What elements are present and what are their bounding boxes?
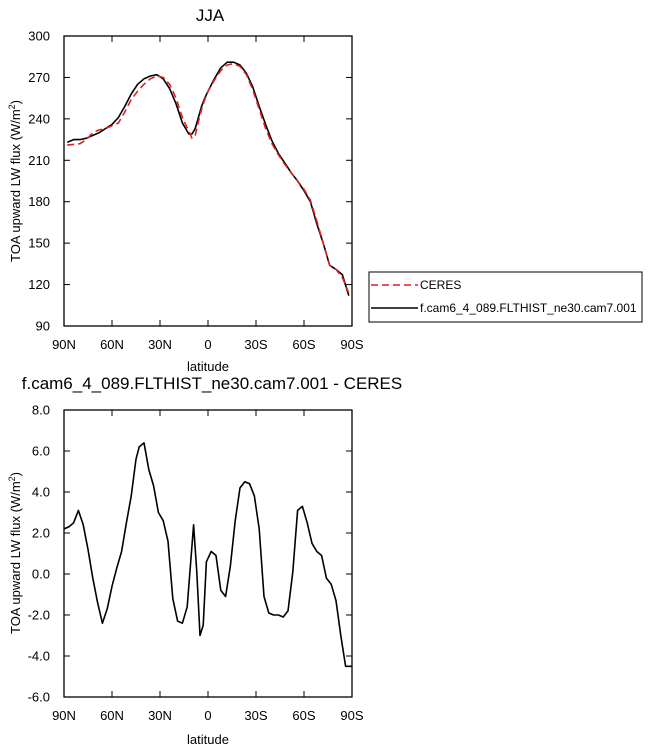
bottom-x-tick-label: 30S — [244, 708, 267, 723]
top-y-tick-label: 300 — [28, 29, 50, 44]
top-x-tick-label: 60N — [100, 337, 124, 352]
bottom-x-tick-label: 90S — [340, 708, 363, 723]
bottom-series-group — [63, 441, 352, 668]
legend-label-model: f.cam6_4_089.FLTHIST_ne30.cam7.001 — [420, 301, 637, 315]
legend: CERES f.cam6_4_089.FLTHIST_ne30.cam7.001 — [368, 271, 643, 323]
top-series-group — [66, 61, 350, 296]
top-y-axis-label: TOA upward LW flux (W/m2) — [7, 100, 23, 262]
top-y-tick-label: 180 — [28, 194, 50, 209]
top-x-tick-label: 30S — [244, 337, 267, 352]
bottom-y-tick-label: 4.0 — [32, 485, 50, 500]
top-x-tick-label: 30N — [148, 337, 172, 352]
top-x-axis-label: latitude — [187, 359, 229, 374]
top-y-tick-label: 120 — [28, 277, 50, 292]
bottom-x-axis-label: latitude — [187, 732, 229, 747]
bottom-y-tick-label: 2.0 — [32, 526, 50, 541]
bottom-y-axis-label: TOA upward LW flux (W/m2) — [7, 472, 23, 634]
bottom-tick-group: 90N 60N 30N 0 30S 60S 90S -6.0 -4.0 -2.0 0.0 2.0 4.0… — [28, 403, 364, 724]
top-chart: JJA latitude TOA upward LW flux (W/m2) 9… — [7, 6, 364, 374]
bottom-chart: f.cam6_4_089.FLTHIST_ne30.cam7.001 - CER… — [7, 374, 402, 747]
top-tick-group: 90N 60N 30N 0 30S 60S 90S 90 120 150 180 210 240 270 3… — [28, 29, 364, 353]
top-plot-frame — [63, 35, 353, 327]
bottom-x-tick-label: 60S — [292, 708, 315, 723]
bottom-y-tick-label: -6.0 — [28, 690, 50, 705]
bottom-y-tick-label: 8.0 — [32, 403, 50, 418]
top-y-tick-label: 90 — [36, 319, 50, 334]
bottom-x-tick-label: 60N — [100, 708, 124, 723]
top-series-line-1 — [66, 61, 350, 296]
bottom-x-tick-label: 90N — [52, 708, 76, 723]
top-x-tick-label: 0 — [204, 337, 211, 352]
top-y-tick-label: 240 — [28, 111, 50, 126]
top-x-tick-label: 60S — [292, 337, 315, 352]
top-y-tick-label: 150 — [28, 236, 50, 251]
legend-label-ceres: CERES — [420, 278, 461, 292]
top-chart-title: JJA — [196, 6, 225, 25]
bottom-x-tick-label: 0 — [204, 708, 211, 723]
bottom-y-tick-label: -2.0 — [28, 608, 50, 623]
bottom-plot-frame — [63, 409, 353, 698]
top-x-tick-label: 90N — [52, 337, 76, 352]
bottom-series-line-0 — [63, 441, 352, 668]
bottom-x-tick-label: 30N — [148, 708, 172, 723]
bottom-chart-title: f.cam6_4_089.FLTHIST_ne30.cam7.001 - CER… — [22, 374, 402, 393]
top-x-tick-label: 90S — [340, 337, 363, 352]
bottom-y-tick-label: 0.0 — [32, 567, 50, 582]
bottom-y-tick-label: -4.0 — [28, 649, 50, 664]
top-y-tick-label: 210 — [28, 153, 50, 168]
bottom-y-tick-label: 6.0 — [32, 444, 50, 459]
legend-box — [368, 271, 643, 323]
top-series-line-0 — [67, 62, 350, 294]
top-y-tick-label: 270 — [28, 70, 50, 85]
